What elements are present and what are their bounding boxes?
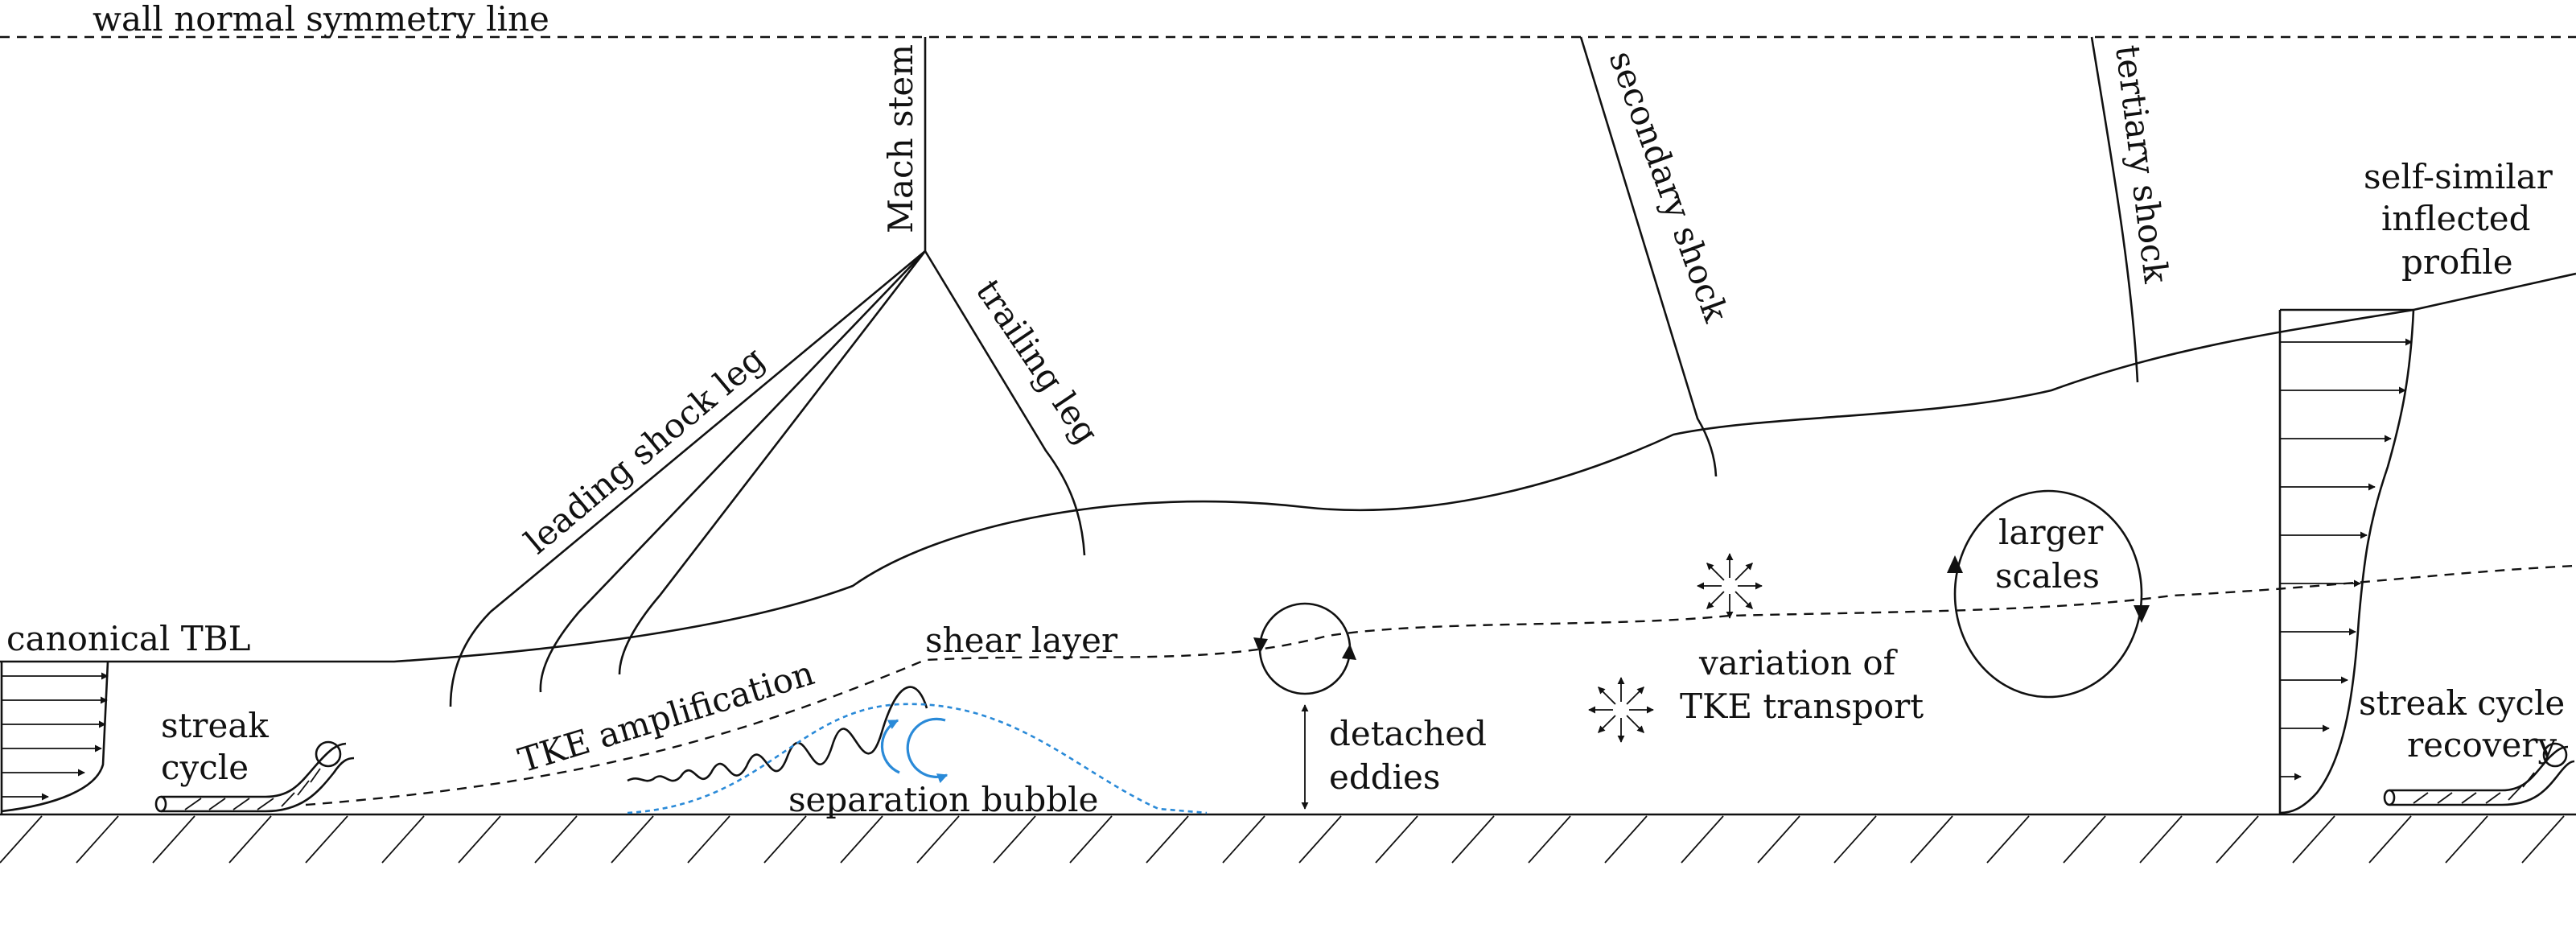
- wall-hatch: [76, 815, 119, 864]
- larger-scales-arrowhead-right: [2134, 605, 2150, 623]
- mach-stem-label: Mach stem: [881, 44, 920, 233]
- wall-hatch: [381, 815, 425, 864]
- star-ray: [1734, 591, 1753, 609]
- leading-shock-compression-1: [539, 250, 926, 693]
- wall: [0, 813, 2576, 864]
- wall-hatch: [1298, 815, 1342, 864]
- wall-hatch: [2445, 815, 2488, 864]
- wall-hatch: [228, 815, 272, 864]
- wall-hatch: [916, 815, 960, 864]
- separation-bubble-outline: [627, 703, 1208, 814]
- leading-shock-leg: [449, 249, 926, 707]
- wall-hatch: [152, 815, 195, 864]
- tke-transport-star-lower: [1588, 677, 1654, 743]
- recovery-label-line1: streak cycle: [2359, 683, 2565, 723]
- wall-hatch: [1833, 815, 1877, 864]
- self-similar-label-line2: inflected: [2381, 199, 2531, 238]
- larger-scales-label-line1: larger: [1998, 513, 2104, 552]
- canonical-tbl-label: canonical TBL: [6, 619, 251, 658]
- wall-hatch: [1681, 815, 1724, 864]
- wall-hatch: [534, 815, 578, 864]
- wall-hatch: [1757, 815, 1800, 864]
- wall-hatch: [840, 815, 883, 864]
- star-ray: [1734, 563, 1753, 581]
- wall-hatch: [2521, 815, 2565, 864]
- boundary-layer-edge: [0, 272, 2576, 663]
- detached-eddies-label-line1: detached: [1329, 714, 1487, 753]
- separation-bubble-vortex-return: [880, 719, 900, 774]
- wall-hatch: [1910, 815, 1953, 864]
- secondary-shock: [1579, 36, 1718, 477]
- recovery-label-line2: recovery: [2407, 725, 2557, 765]
- wall-hatch: [2216, 815, 2259, 864]
- wall-hatch: [1069, 815, 1113, 864]
- self-similar-profile: [2278, 308, 2415, 814]
- larger-scales-vortex: [1953, 489, 2143, 699]
- tke-transport-star-upper: [1697, 553, 1763, 619]
- wall-hatch: [993, 815, 1036, 864]
- larger-scales-label-line2: scales: [1995, 556, 2100, 596]
- wall-hatch: [1528, 815, 1571, 864]
- detached-eddies-label-line2: eddies: [1329, 757, 1440, 797]
- canonical-tbl-profile: [0, 661, 109, 814]
- wall-hatch: [305, 815, 348, 864]
- star-ray: [1598, 715, 1616, 733]
- wall-hatch: [1146, 815, 1189, 864]
- star-ray: [1706, 563, 1725, 581]
- shear-layer: [305, 564, 2576, 806]
- star-ray: [1626, 687, 1644, 705]
- wall-hatch: [458, 815, 501, 864]
- detached-eddy-arrowhead-right: [1342, 644, 1356, 660]
- streak-label-line2: cycle: [161, 748, 249, 787]
- shear-layer-label: shear layer: [925, 621, 1118, 660]
- separation-bubble-label: separation bubble: [788, 780, 1098, 819]
- symmetry-line-label: wall normal symmetry line: [93, 0, 549, 39]
- tertiary-shock-label: tertiary shock: [2108, 43, 2176, 285]
- streak-cycle-tube: [154, 740, 355, 813]
- wall-hatch: [1375, 815, 1418, 864]
- tke-amplification-wave: [627, 686, 928, 782]
- tertiary-shock: [2090, 36, 2139, 383]
- tke-amplification-label: TKE amplification: [514, 653, 819, 780]
- variation-label-line2: TKE transport: [1680, 687, 1924, 726]
- wall-hatch: [687, 815, 730, 864]
- star-ray: [1706, 591, 1725, 609]
- detached-eddy-vortex: [1258, 602, 1352, 695]
- detached-eddy-arrowhead-left: [1253, 637, 1268, 654]
- wall-hatch: [2368, 815, 2412, 864]
- larger-scales-arrowhead-left: [1947, 555, 1963, 573]
- separation-bubble-vortex: [906, 717, 949, 784]
- wall-hatch: [2139, 815, 2183, 864]
- trailing-leg-label: trailing leg: [969, 272, 1107, 451]
- wall-hatch: [1604, 815, 1648, 864]
- self-similar-label-line3: profile: [2401, 242, 2513, 282]
- secondary-shock-label: secondary shock: [1602, 46, 1736, 328]
- wall-hatch: [0, 815, 43, 864]
- wall-hatch: [2292, 815, 2335, 864]
- wall-hatch: [2063, 815, 2106, 864]
- variation-label-line1: variation of: [1698, 643, 1899, 682]
- streak-label-line1: streak: [161, 706, 269, 745]
- wall-hatch: [611, 815, 654, 864]
- leading-shock-compression-2: [618, 250, 927, 675]
- trailing-leg: [924, 250, 1086, 556]
- wall-hatch: [1986, 815, 2030, 864]
- star-ray: [1598, 687, 1616, 705]
- wall-hatch: [763, 815, 807, 864]
- star-ray: [1626, 715, 1644, 733]
- streak-recovery-tube: [2383, 742, 2575, 806]
- wall-hatch: [1222, 815, 1265, 864]
- wall-hatch: [1451, 815, 1495, 864]
- self-similar-label-line1: self-similar: [2364, 157, 2553, 196]
